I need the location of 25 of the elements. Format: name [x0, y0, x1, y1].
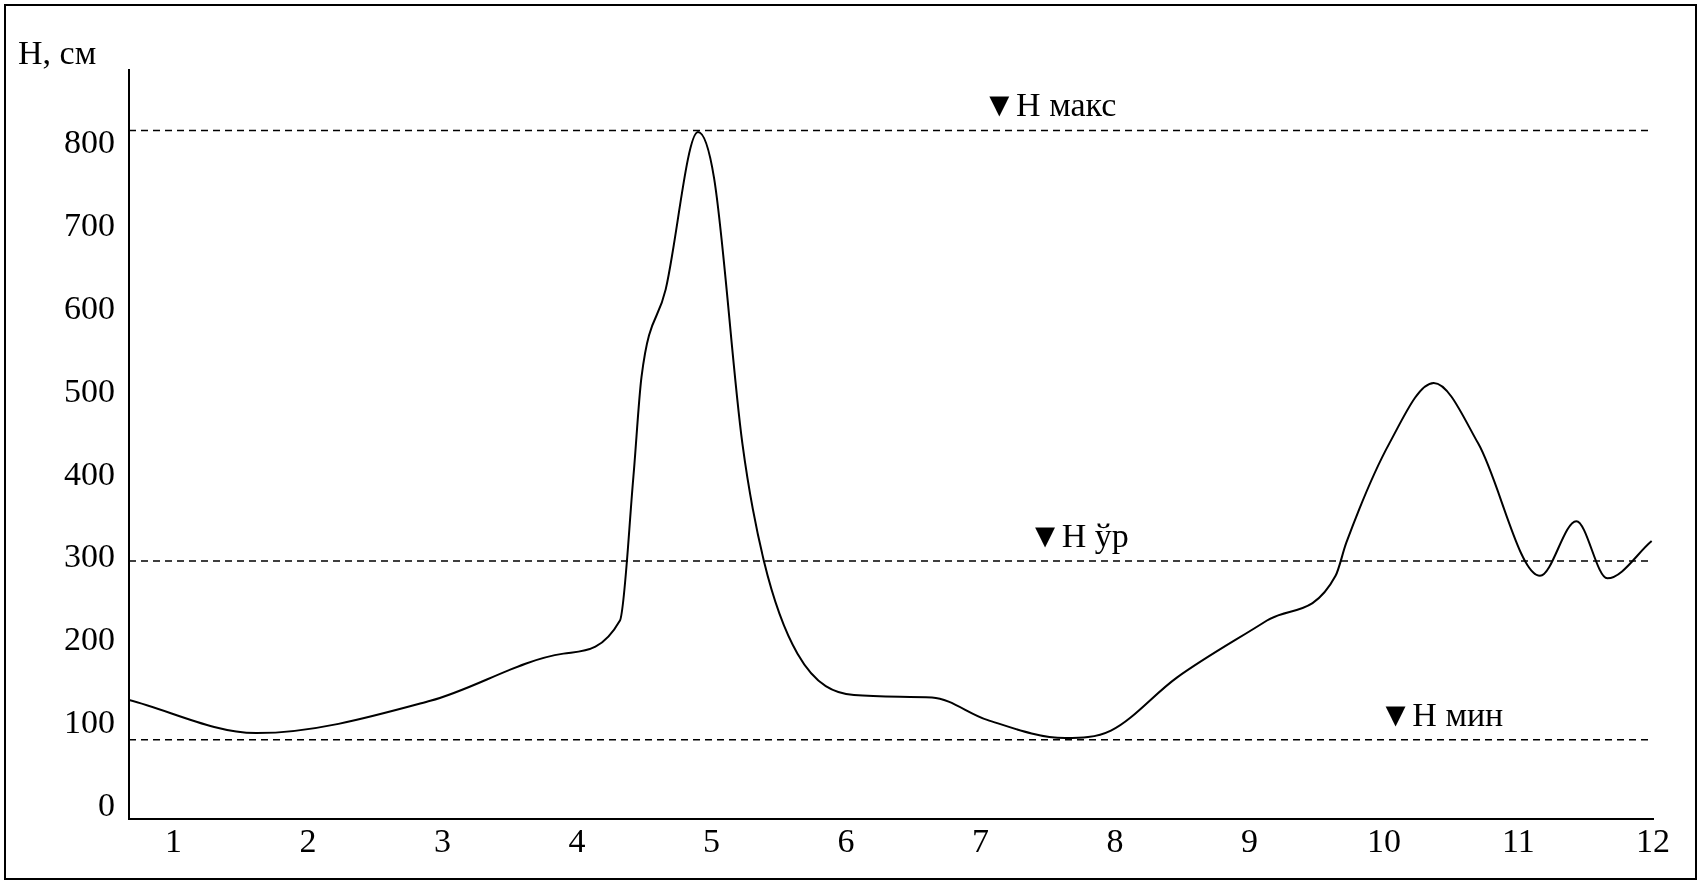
y-tick-label: 400 [64, 454, 115, 492]
x-tick-label: 8 [1106, 821, 1124, 859]
y-tick-label: 200 [64, 620, 115, 658]
x-tick-label: 7 [971, 821, 989, 859]
x-tick-label: 1 [164, 821, 182, 859]
x-tick-label: 11 [1502, 821, 1535, 859]
y-tick-label: 800 [64, 123, 115, 161]
x-tick-label: 10 [1366, 821, 1401, 859]
y-tick-label: 600 [64, 289, 115, 326]
x-tick-label: 9 [1240, 821, 1258, 859]
y-tick-label: 300 [64, 537, 115, 575]
x-tick-label: 4 [568, 821, 586, 859]
ref-line-label: ▼Н макс [982, 86, 1117, 124]
x-tick-label: 12 [1636, 821, 1670, 859]
y-axis-title: Н, см [18, 33, 97, 71]
ref-line-label: ▼Н мин [1378, 695, 1504, 733]
y-tick-label: 700 [64, 206, 115, 244]
ref-line-label: ▼Н ўр [1028, 516, 1129, 554]
y-tick-label: 0 [98, 785, 115, 823]
x-tick-label: 6 [837, 821, 855, 859]
x-tick-label: 5 [702, 821, 720, 859]
x-tick-label: 3 [433, 821, 451, 859]
y-tick-label: 500 [64, 371, 115, 409]
x-tick-label: 2 [299, 821, 317, 859]
y-tick-label: 100 [64, 702, 115, 740]
